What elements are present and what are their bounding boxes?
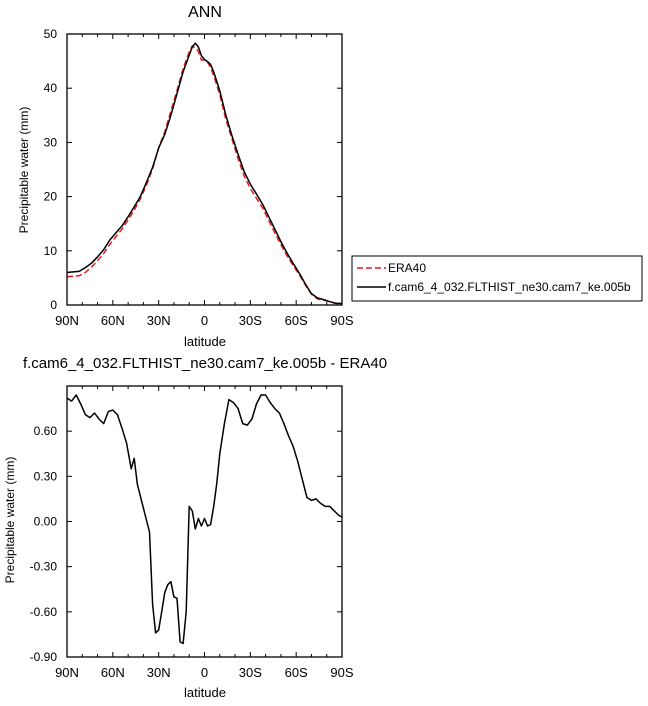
top-x-tick-label: 60S — [285, 313, 308, 328]
top-x-tick-label: 60N — [101, 313, 125, 328]
bottom-plot-frame — [66, 385, 343, 658]
bottom-chart-title: f.cam6_4_032.FLTHIST_ne30.cam7_ke.005b -… — [23, 355, 387, 372]
top-plot-area: 90N 60N 30N 0 30S 60S 90S 0 10 20 30 40 50 — [44, 27, 354, 328]
top-y-tick-label: 10 — [44, 244, 58, 258]
legend: ERA40 f.cam6_4_032.FLTHIST_ne30.cam7_ke.… — [351, 255, 643, 302]
bottom-x-tick-label: 60S — [285, 665, 308, 680]
bottom-x-tick-label: 30S — [239, 665, 262, 680]
top-y-tick-label: 40 — [44, 81, 58, 95]
bottom-series-line-0 — [66, 394, 343, 645]
top-y-tick-label: 0 — [50, 298, 57, 312]
bottom-y-tick-label: 0.00 — [34, 515, 58, 529]
top-y-tick-label: 30 — [44, 135, 58, 149]
top-x-tick-label: 30S — [239, 313, 262, 328]
bottom-y-tick-label: -0.90 — [30, 650, 58, 664]
top-x-tick-label: 90N — [55, 313, 79, 328]
bottom-x-tick-label: 90N — [55, 665, 79, 680]
legend-era40-label: ERA40 — [388, 261, 426, 275]
top-x-tick-label: 90S — [330, 313, 353, 328]
top-x-axis-label: latitude — [184, 334, 226, 349]
bottom-y-tick-label: -0.60 — [30, 605, 58, 619]
top-y-tick-label: 20 — [44, 190, 58, 204]
legend-model-label: f.cam6_4_032.FLTHIST_ne30.cam7_ke.005b — [388, 280, 631, 294]
bottom-y-axis-label: Precipitable water (mm) — [3, 457, 17, 584]
bottom-y-tick-label: -0.30 — [30, 560, 58, 574]
bottom-x-axis-label: latitude — [184, 685, 226, 700]
bottom-x-tick-label: 0 — [201, 665, 208, 680]
bottom-y-tick-label: 0.60 — [34, 424, 58, 438]
bottom-panel: f.cam6_4_032.FLTHIST_ne30.cam7_ke.005b -… — [3, 355, 387, 700]
top-series-line-0 — [66, 45, 343, 305]
top-plot-frame — [66, 33, 343, 306]
top-x-tick-label: 0 — [201, 313, 208, 328]
top-x-tick-label: 30N — [147, 313, 171, 328]
top-y-axis-label: Precipitable water (mm) — [17, 107, 31, 234]
top-series-line-1 — [66, 42, 342, 305]
top-y-tick-label: 50 — [44, 27, 58, 41]
top-panel: ANN 90N 60N 30N 0 30S 60S 90S 0 10 20 30 40 50 latit… — [17, 4, 643, 349]
bottom-x-tick-label: 90S — [330, 665, 353, 680]
bottom-x-tick-label: 30N — [147, 665, 171, 680]
bottom-plot-area: 90N 60N 30N 0 30S 60S 90S -0.90 -0.60 -0.30 0.00 0.… — [30, 386, 354, 680]
legend-box — [351, 255, 643, 302]
bottom-y-tick-label: 0.30 — [34, 469, 58, 483]
bottom-x-tick-label: 60N — [101, 665, 125, 680]
top-chart-title: ANN — [188, 4, 222, 21]
